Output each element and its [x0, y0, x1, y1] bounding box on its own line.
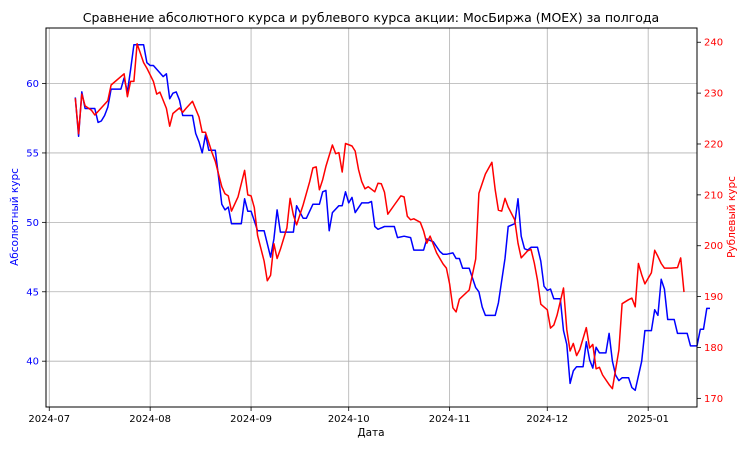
- rub-price-line: [74, 43, 685, 390]
- grid: [46, 28, 697, 407]
- x-tick-label: 2024-12: [526, 414, 568, 425]
- y-left-tick-label: 40: [26, 357, 39, 368]
- plot-frame: [45, 27, 698, 408]
- x-tick-label: 2024-07: [28, 414, 70, 425]
- x-axis-label: Дата: [357, 427, 384, 439]
- y-axis-right: 170 180 190 200 210 220 230 240: [697, 38, 723, 405]
- chart-title: Сравнение абсолютного курса и рублевого …: [83, 10, 659, 25]
- y-right-tick-label: 170: [704, 394, 723, 405]
- x-tick-label: 2025-01: [627, 414, 669, 425]
- series-lines: [74, 43, 710, 392]
- x-tick-label: 2024-10: [328, 414, 370, 425]
- x-tick-label: 2024-09: [230, 414, 272, 425]
- y-right-tick-label: 210: [704, 190, 723, 201]
- y-axis-left-label: Абсолютный курс: [9, 168, 21, 266]
- y-axis-left: 40 45 50 55 60: [26, 79, 46, 368]
- x-axis: 2024-07 2024-08 2024-09 2024-10 2024-11 2024-…: [28, 407, 669, 425]
- y-axis-right-label: Рублевый курс: [726, 176, 738, 258]
- x-tick-label: 2024-11: [429, 414, 471, 425]
- y-right-tick-label: 180: [704, 343, 723, 354]
- y-right-tick-label: 190: [704, 292, 723, 303]
- y-right-tick-label: 230: [704, 89, 723, 100]
- absolute-price-line: [74, 43, 710, 392]
- y-right-tick-label: 200: [704, 241, 723, 252]
- y-left-tick-label: 60: [26, 79, 39, 90]
- y-left-tick-label: 45: [26, 287, 39, 298]
- x-tick-label: 2024-08: [129, 414, 171, 425]
- y-right-tick-label: 240: [704, 38, 723, 49]
- y-left-tick-label: 55: [26, 148, 39, 159]
- y-left-tick-label: 50: [26, 218, 39, 229]
- y-right-tick-label: 220: [704, 139, 723, 150]
